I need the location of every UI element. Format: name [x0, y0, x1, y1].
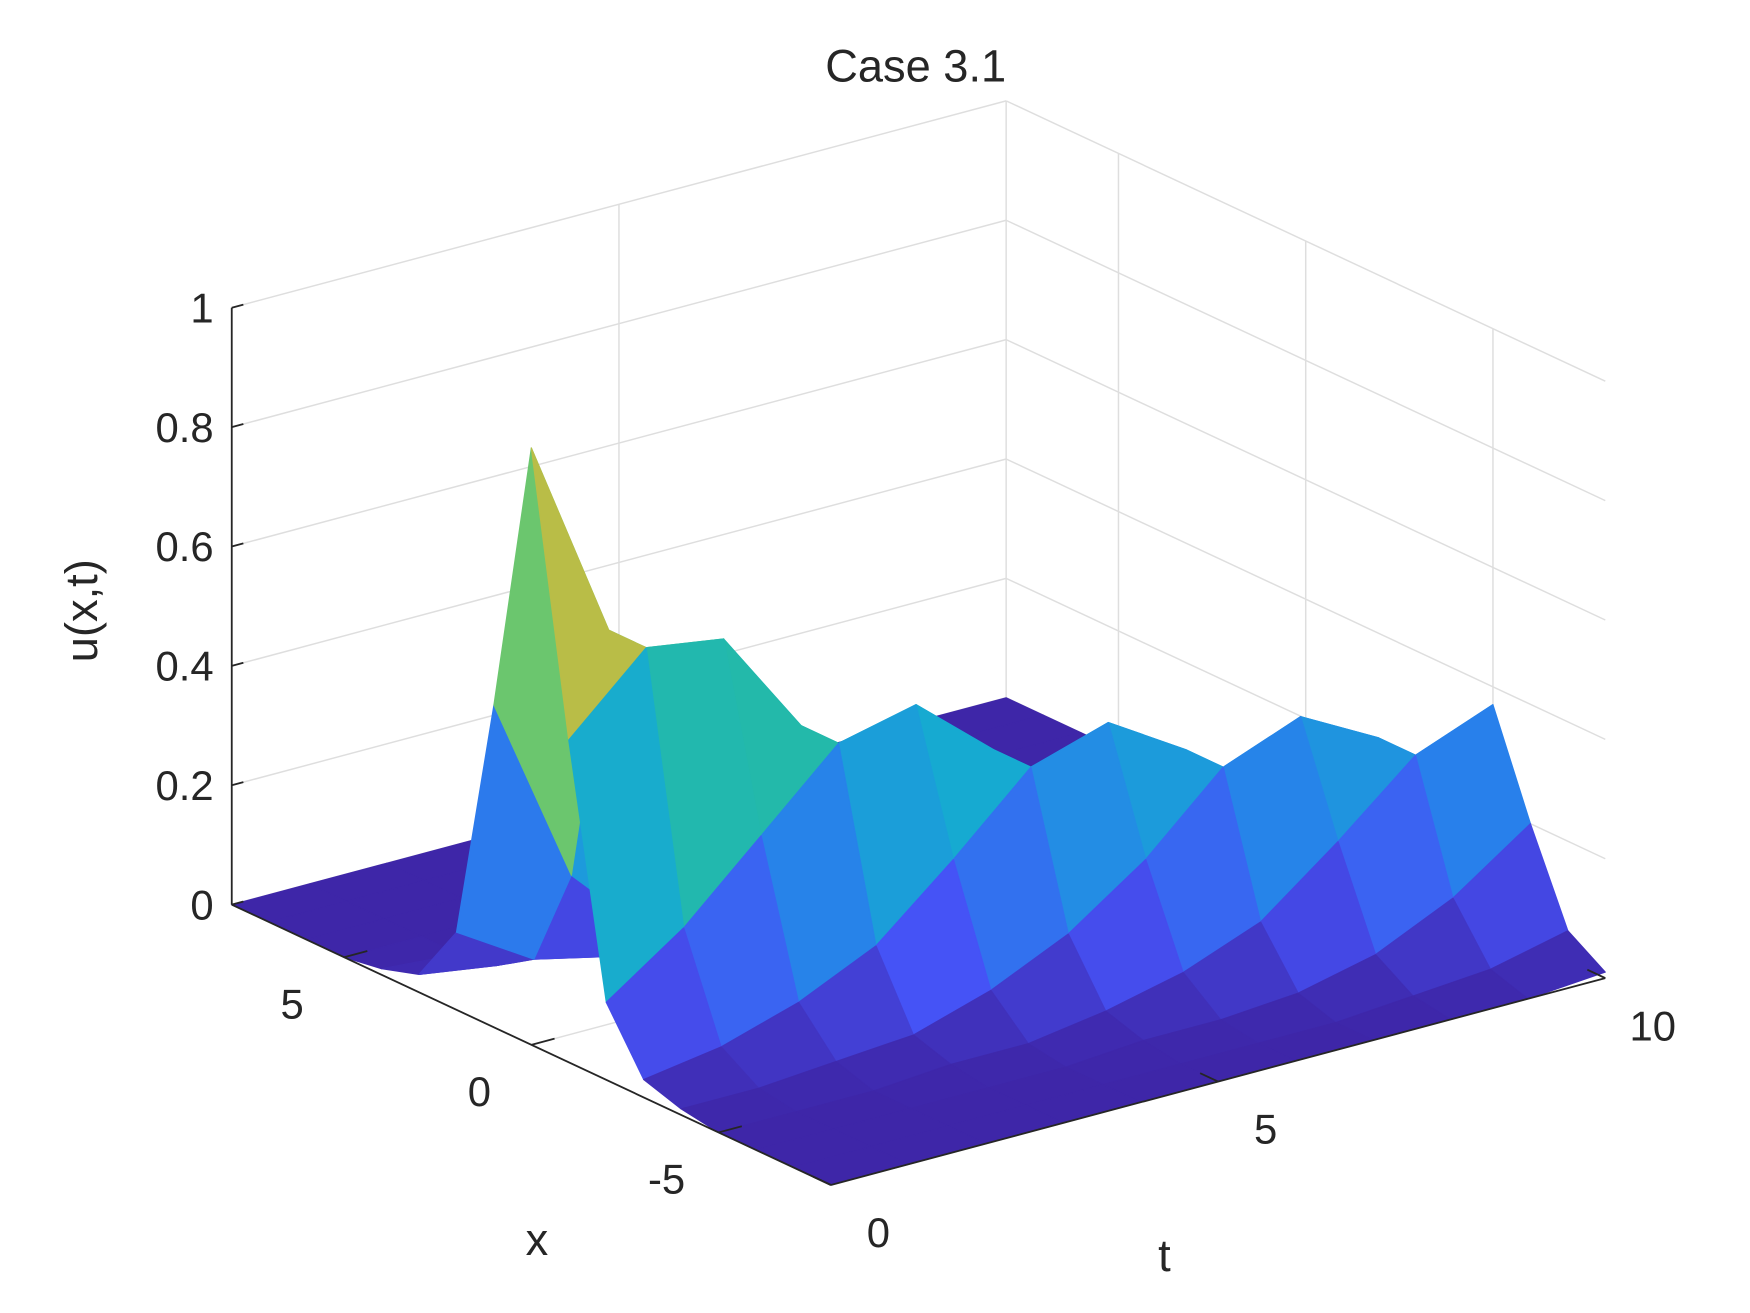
- surface: [231, 447, 1606, 1186]
- z-tick-label: 1: [190, 284, 213, 331]
- x-tick-label: 5: [280, 980, 303, 1027]
- x-tick: [343, 950, 368, 959]
- z-tick: [231, 781, 244, 787]
- x-axis-label: x: [526, 1214, 549, 1265]
- z-tick: [231, 423, 244, 428]
- z-tick-label: 0.6: [156, 523, 214, 570]
- chart-title: Case 3.1: [825, 41, 1006, 92]
- x-tick: [718, 1125, 743, 1134]
- z-tick: [231, 303, 244, 309]
- x-tick-label: -5: [648, 1155, 685, 1202]
- z-tick: [231, 900, 244, 906]
- z-tick-label: 0.2: [156, 762, 214, 809]
- t-tick: [1586, 968, 1606, 979]
- axes: 0 0.2 0.4 0.6 0.8 1 -5 0 5 0 5 10: [156, 284, 1677, 1256]
- z-tick-label: 0: [190, 881, 213, 928]
- t-axis-label: t: [1158, 1230, 1171, 1281]
- t-tick-label: 0: [867, 1209, 890, 1256]
- z-tick-label: 0.8: [156, 404, 214, 451]
- x-tick: [531, 1037, 555, 1046]
- t-tick: [1199, 1072, 1219, 1083]
- t-tick: [812, 1175, 832, 1186]
- z-tick: [231, 542, 244, 548]
- t-tick-label: 5: [1254, 1106, 1277, 1153]
- z-tick-label: 0.4: [156, 643, 214, 690]
- t-tick-label: 10: [1630, 1002, 1677, 1049]
- z-axis-label: u(x,t): [56, 559, 107, 662]
- x-tick-label: 0: [468, 1068, 491, 1115]
- z-tick: [231, 661, 244, 667]
